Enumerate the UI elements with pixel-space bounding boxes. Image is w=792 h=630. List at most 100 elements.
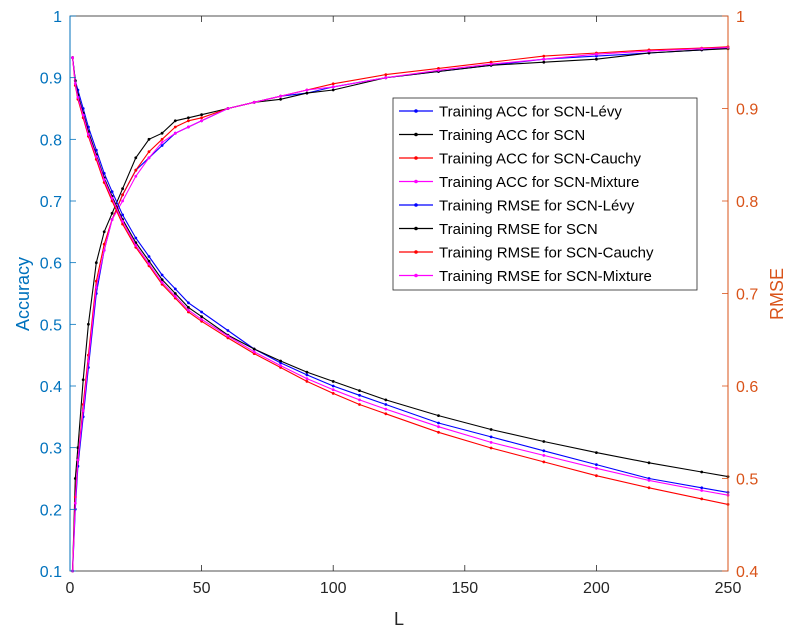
rmse-series-7-point [173,294,177,298]
rmse-series-4-point [489,435,493,439]
acc-series-2-point [134,168,138,172]
acc-series-1-point [147,137,151,141]
legend-swatch-marker [414,109,418,113]
rmse-series-7-point [437,425,440,429]
rmse-series-5-point [437,414,440,417]
left-y-tick-label: 0.5 [40,317,62,334]
rmse-series-7-point [102,178,106,182]
rmse-series-5-point [305,370,309,374]
rmse-series-7-point [489,441,493,444]
rmse-series-6-point [489,446,493,450]
x-axis-label: L [394,609,404,629]
acc-series-2-line [72,46,729,572]
legend-entry-label: Training RMSE for SCN-Cauchy [439,245,654,262]
acc-series-3-point [73,501,77,505]
rmse-series-5-point [279,359,282,363]
rmse-series-7-point [200,318,204,321]
left-y-axis-ticks: 0.1 0.2 0.3 0.4 0.5 0.6 0.7 0.8 0.9 1 [40,9,76,581]
rmse-series-5-point [384,398,388,402]
rmse-series-7-point [384,407,388,411]
rmse-series-5-point [358,389,361,392]
acc-series-3-point [226,107,230,110]
rmse-series-4-point [200,310,204,314]
acc-series-2-point [147,150,151,154]
left-y-tick-label: 0.4 [40,379,62,396]
rmse-series-7-point [226,334,230,338]
rmse-series-5-point [173,292,177,295]
acc-series-3-point [200,119,204,123]
right-y-tick-label: 0.6 [736,379,758,396]
x-axis-ticks: 0 50 100 150 200 250 [66,16,741,597]
legend-entry-label: Training RMSE for SCN [439,221,598,238]
left-y-axis-label: Accuracy [13,257,33,331]
legend-entry-label: Training RMSE for SCN-Lévy [439,198,635,215]
left-y-tick-label: 0.3 [40,441,62,458]
rmse-series-7-point [358,398,361,402]
rmse-series-4-point [358,393,361,397]
acc-series-1-point [595,57,598,61]
rmse-series-7-point [279,364,282,367]
acc-series-3-point [279,94,282,98]
x-tick-label: 100 [320,580,347,597]
rmse-series-4-point [94,148,98,152]
rmse-series-7-point [87,133,90,136]
acc-series-3-point [437,68,440,72]
legend-swatch-marker [414,132,418,137]
legend-swatch-marker [414,179,418,184]
rmse-series-7-point [595,466,598,470]
acc-series-1-point [102,230,106,234]
legend-swatch-marker [414,250,418,254]
rmse-series-6-point [305,380,309,383]
acc-series-1-point [94,261,98,265]
acc-series-3-point [595,52,598,56]
rmse-series-5-point [252,347,256,351]
rmse-series-5-point [331,380,335,383]
rmse-series-4-point [121,213,124,217]
acc-series-3-point [110,218,114,221]
rmse-series-7-point [71,56,74,59]
acc-series-2-point [384,73,388,76]
right-y-axis-label: RMSE [767,268,787,320]
acc-series-3-point [489,62,493,66]
rmse-series-4-point [102,171,106,175]
legend-box [392,97,698,291]
left-y-tick-label: 0.2 [40,502,62,519]
rmse-series-4-point [160,273,164,277]
x-tick-label: 150 [451,580,478,597]
rmse-series-4-point [437,421,440,425]
acc-series-1-point [173,119,177,123]
x-tick-label: 50 [193,580,211,597]
legend-swatch-marker [414,226,418,231]
acc-series-1-point [279,97,282,101]
rmse-series-7-point [81,113,85,117]
rmse-series-4-point [173,287,177,291]
left-y-tick-label: 0.8 [40,132,62,149]
rmse-series-4-point [384,403,388,406]
rmse-series-5-point [489,428,493,431]
acc-series-2-point [542,54,546,58]
rmse-series-6-point [647,486,651,490]
acc-series-1-point [305,91,309,95]
acc-series-2-point [160,137,164,141]
rmse-series-5-point [160,278,164,281]
acc-series-1-point [87,322,90,326]
rmse-series-7-point [76,96,80,99]
acc-series-3-point [187,125,190,129]
legend: Training ACC for SCN-Lévy Training ACC fo… [392,97,698,291]
rmse-series-7-point [647,479,651,482]
acc-series-3-point [542,57,546,61]
legend-swatch-marker [414,203,418,207]
acc-series-1-point [542,60,546,64]
rmse-series-4-point [542,449,546,453]
x-tick-label: 0 [66,580,75,597]
acc-series-3-point [384,76,388,80]
acc-series-1-point [110,211,114,215]
left-y-tick-label: 0.1 [40,564,62,581]
rmse-series-4-point [110,190,114,194]
left-y-tick-label: 1 [53,9,62,26]
acc-series-2-point [121,193,124,197]
x-tick-label: 200 [583,580,610,597]
right-y-tick-label: 0.4 [736,564,758,581]
acc-series-2-point [173,125,177,129]
legend-entry-label: Training ACC for SCN-Cauchy [439,151,642,168]
